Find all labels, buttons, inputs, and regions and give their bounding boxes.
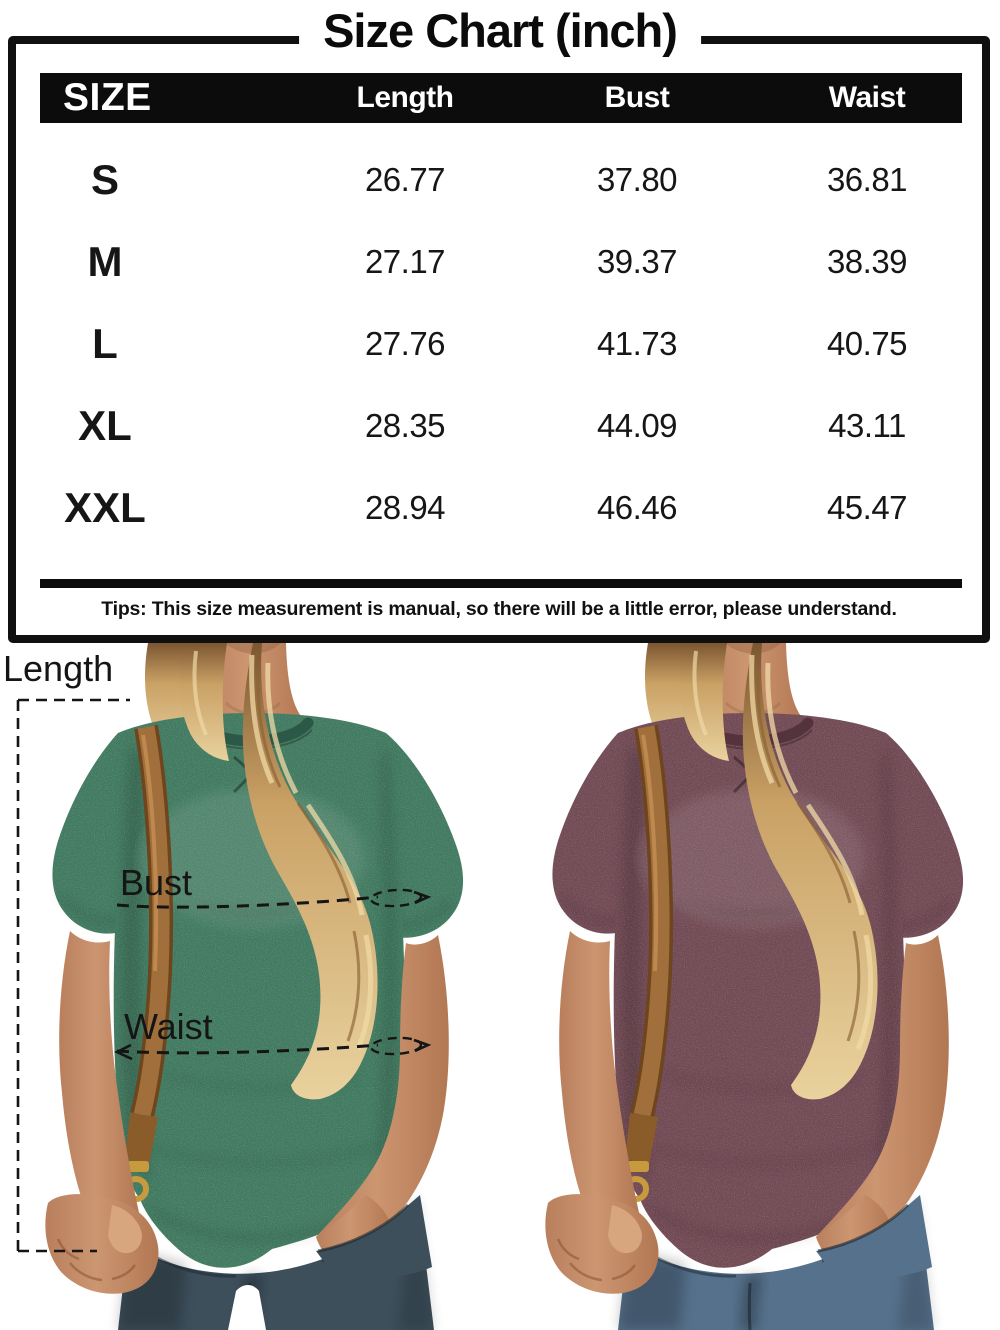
product-photo-burgundy xyxy=(500,643,1000,1330)
cell-size: S xyxy=(90,156,119,203)
cell-waist: 36.81 xyxy=(826,161,908,198)
header-bust: Bust xyxy=(604,81,670,114)
cell-bust: 41.73 xyxy=(596,325,678,362)
table-row: M 27.17 39.37 38.39 xyxy=(40,221,962,303)
table-row: XXL 28.94 46.46 45.47 xyxy=(40,467,962,549)
cell-size: XL xyxy=(78,402,132,449)
cell-length: 28.35 xyxy=(364,407,446,444)
header-waist: Waist xyxy=(828,81,906,114)
cell-waist: 43.11 xyxy=(828,407,906,444)
cell-size: L xyxy=(92,320,118,367)
cell-size: XXL xyxy=(64,484,146,531)
header-size: SIZE xyxy=(63,76,152,119)
cell-length: 27.76 xyxy=(364,325,446,362)
cell-length: 28.94 xyxy=(364,489,446,526)
table-row: S 26.77 37.80 36.81 xyxy=(40,139,962,221)
cell-waist: 40.75 xyxy=(826,325,908,362)
table-header-row: SIZE Length Bust Waist xyxy=(40,73,962,123)
cell-bust: 37.80 xyxy=(596,161,678,198)
cell-length: 27.17 xyxy=(364,243,446,280)
table-body: S 26.77 37.80 36.81 M 27.17 39.37 38.39 … xyxy=(40,139,962,549)
tips-text: Tips: This size measurement is manual, s… xyxy=(101,598,897,620)
divider-line xyxy=(40,579,962,588)
page-title: Size Chart (inch) xyxy=(299,0,701,62)
table-row: L 27.76 41.73 40.75 xyxy=(40,303,962,385)
cell-waist: 45.47 xyxy=(826,489,908,526)
cell-bust: 39.37 xyxy=(596,243,678,280)
cell-waist: 38.39 xyxy=(826,243,908,280)
model-illustration-burgundy-tee xyxy=(500,643,1000,1330)
cell-bust: 46.46 xyxy=(596,489,678,526)
model-illustration-green-tee xyxy=(0,643,500,1330)
cell-bust: 44.09 xyxy=(596,407,678,444)
product-photo-green: Length Bust Waist xyxy=(0,643,500,1330)
header-length: Length xyxy=(356,81,454,114)
product-photos: Length Bust Waist xyxy=(0,643,1000,1330)
cell-length: 26.77 xyxy=(364,161,446,198)
size-chart-box: SIZE Length Bust Waist S 26.77 37.80 36.… xyxy=(8,36,990,643)
table-row: XL 28.35 44.09 43.11 xyxy=(40,385,962,467)
cell-size: M xyxy=(87,238,123,285)
